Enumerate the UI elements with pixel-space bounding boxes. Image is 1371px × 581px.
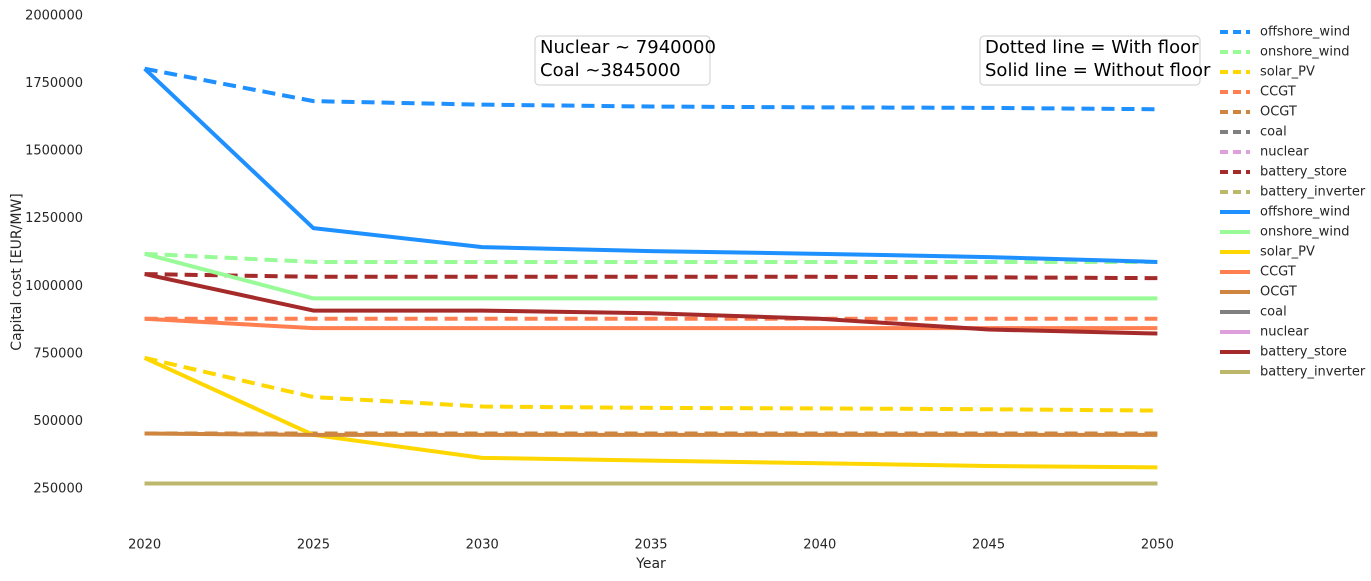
x-tick-label: 2050 <box>1141 538 1174 553</box>
x-tick-label: 2030 <box>466 538 499 553</box>
annotation-box <box>534 35 711 86</box>
series-line <box>144 431 1158 437</box>
y-tick-label: 1250000 <box>25 211 83 226</box>
legend-label: OCGT <box>1260 105 1297 120</box>
annotation-text: Coal ~3845000 <box>540 60 681 81</box>
series-line <box>144 355 1158 413</box>
legend-label: coal <box>1260 305 1287 320</box>
legend-label: battery_inverter <box>1260 365 1366 380</box>
x-tick-label: 2025 <box>297 538 330 553</box>
y-tick-label: 2000000 <box>25 9 83 24</box>
series-line <box>144 272 1158 281</box>
annotation-text: Nuclear ~ 7940000 <box>540 37 716 58</box>
legend-label: solar_PV <box>1260 65 1315 80</box>
y-tick-label: 250000 <box>33 481 83 496</box>
annotation-box <box>979 35 1201 86</box>
x-tick-label: 2035 <box>634 538 667 553</box>
y-tick-label: 1750000 <box>25 76 83 91</box>
x-axis-label: Year <box>635 556 666 572</box>
legend-label: nuclear <box>1260 145 1309 160</box>
legend-label: battery_store <box>1260 165 1347 180</box>
x-tick-label: 2045 <box>972 538 1005 553</box>
legend-label: solar_PV <box>1260 245 1315 260</box>
series-line <box>144 251 1158 264</box>
y-tick-label: 750000 <box>33 346 83 361</box>
legend-label: battery_store <box>1260 345 1347 360</box>
y-tick-label: 1000000 <box>25 279 83 294</box>
legend-label: CCGT <box>1260 85 1296 100</box>
y-tick-label: 1500000 <box>25 144 83 159</box>
series-line <box>144 272 1158 336</box>
x-tick-label: 2020 <box>128 538 161 553</box>
y-axis-label: Capital cost [EUR/MW] <box>9 193 25 350</box>
legend-label: battery_inverter <box>1260 185 1366 200</box>
legend-label: coal <box>1260 125 1287 140</box>
legend-label: offshore_wind <box>1260 25 1350 40</box>
legend-label: offshore_wind <box>1260 205 1350 220</box>
annotation-text: Dotted line = With floor <box>985 37 1199 58</box>
legend-label: CCGT <box>1260 265 1296 280</box>
series-line <box>143 67 1158 264</box>
annotation-text: Solid line = Without floor <box>985 60 1211 81</box>
legend-label: nuclear <box>1260 325 1309 340</box>
legend-label: onshore_wind <box>1260 225 1349 240</box>
plot-area <box>143 66 1158 486</box>
series-line <box>144 66 1158 112</box>
x-tick-label: 2040 <box>803 538 836 553</box>
legend-label: OCGT <box>1260 285 1297 300</box>
y-tick-label: 500000 <box>33 414 83 429</box>
legend-label: onshore_wind <box>1260 45 1349 60</box>
series-line <box>143 356 1158 470</box>
series-line <box>144 251 1158 301</box>
